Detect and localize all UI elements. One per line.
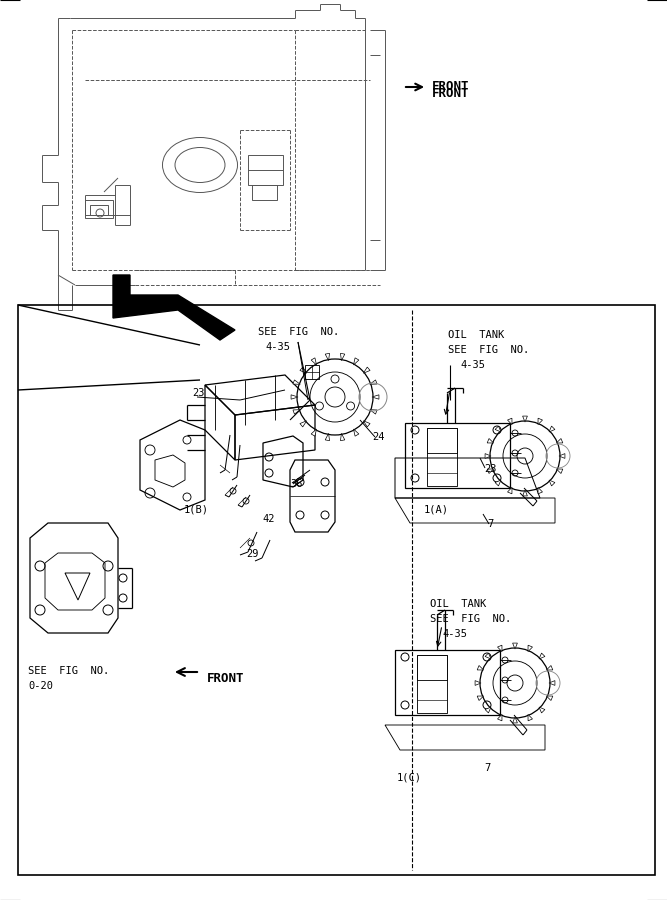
Polygon shape [546, 665, 553, 670]
Polygon shape [293, 410, 300, 414]
Polygon shape [372, 395, 379, 400]
Polygon shape [539, 707, 545, 713]
Polygon shape [487, 469, 494, 473]
Text: 23: 23 [192, 388, 205, 398]
Polygon shape [485, 653, 491, 659]
Polygon shape [475, 680, 481, 686]
Text: FRONT: FRONT [432, 87, 470, 100]
Polygon shape [556, 469, 563, 473]
Text: 4-35: 4-35 [460, 360, 485, 370]
Polygon shape [487, 438, 494, 443]
Bar [417, 655, 447, 713]
Text: 7: 7 [487, 519, 494, 529]
Polygon shape [325, 434, 329, 441]
Text: 29: 29 [246, 549, 259, 559]
Text: SEE  FIG  NO.: SEE FIG NO. [258, 327, 340, 337]
Polygon shape [113, 275, 235, 340]
Bar [248, 155, 283, 185]
Polygon shape [477, 665, 484, 670]
Polygon shape [293, 380, 300, 384]
Polygon shape [354, 429, 359, 436]
Polygon shape [300, 421, 307, 427]
Polygon shape [495, 426, 501, 432]
Polygon shape [508, 418, 512, 425]
Polygon shape [485, 707, 491, 713]
Text: 4-35: 4-35 [265, 342, 290, 352]
Polygon shape [370, 380, 377, 384]
Polygon shape [523, 490, 528, 496]
Polygon shape [300, 367, 307, 374]
Bar [85, 200, 113, 218]
Bar [417, 655, 447, 680]
Text: OIL  TANK: OIL TANK [430, 599, 486, 609]
Polygon shape [528, 645, 532, 652]
Bar [427, 428, 457, 486]
Polygon shape [477, 696, 484, 700]
Polygon shape [549, 680, 555, 686]
Text: FRONT: FRONT [207, 672, 245, 685]
Bar [305, 365, 319, 379]
Polygon shape [508, 488, 512, 494]
Bar [18, 305, 655, 875]
Text: SEE  FIG  NO.: SEE FIG NO. [28, 666, 109, 676]
Text: SEE  FIG  NO.: SEE FIG NO. [430, 614, 511, 624]
Polygon shape [549, 426, 555, 432]
Polygon shape [370, 410, 377, 414]
Polygon shape [498, 645, 502, 652]
Bar [252, 185, 277, 200]
Polygon shape [539, 653, 545, 659]
Polygon shape [325, 354, 329, 361]
Text: 1(C): 1(C) [397, 773, 422, 783]
Polygon shape [340, 434, 345, 441]
Text: 23: 23 [484, 464, 496, 474]
Polygon shape [513, 644, 518, 649]
Polygon shape [556, 438, 563, 443]
Text: 7: 7 [484, 763, 490, 773]
Text: 0-20: 0-20 [28, 681, 53, 691]
Text: 1(A): 1(A) [424, 505, 449, 515]
Text: 36: 36 [290, 479, 303, 489]
Text: FRONT: FRONT [432, 80, 470, 94]
Polygon shape [354, 358, 359, 365]
Polygon shape [311, 358, 317, 365]
Text: 24: 24 [372, 432, 384, 442]
Polygon shape [340, 354, 345, 361]
Polygon shape [538, 418, 542, 425]
Bar [90, 205, 108, 215]
Text: OIL  TANK: OIL TANK [448, 330, 504, 340]
Polygon shape [364, 367, 370, 374]
Polygon shape [485, 454, 491, 458]
Polygon shape [498, 715, 502, 721]
Text: 42: 42 [262, 514, 275, 524]
Polygon shape [513, 717, 518, 723]
Bar [427, 428, 457, 453]
Polygon shape [291, 395, 298, 400]
Polygon shape [311, 429, 317, 436]
Polygon shape [528, 715, 532, 721]
Polygon shape [546, 696, 553, 700]
Text: 4-35: 4-35 [442, 629, 467, 639]
Polygon shape [549, 480, 555, 486]
Polygon shape [538, 488, 542, 494]
Polygon shape [523, 416, 528, 422]
Polygon shape [495, 480, 501, 486]
Polygon shape [364, 421, 370, 427]
Text: 1(B): 1(B) [184, 504, 209, 514]
Polygon shape [559, 454, 565, 458]
Text: SEE  FIG  NO.: SEE FIG NO. [448, 345, 529, 355]
